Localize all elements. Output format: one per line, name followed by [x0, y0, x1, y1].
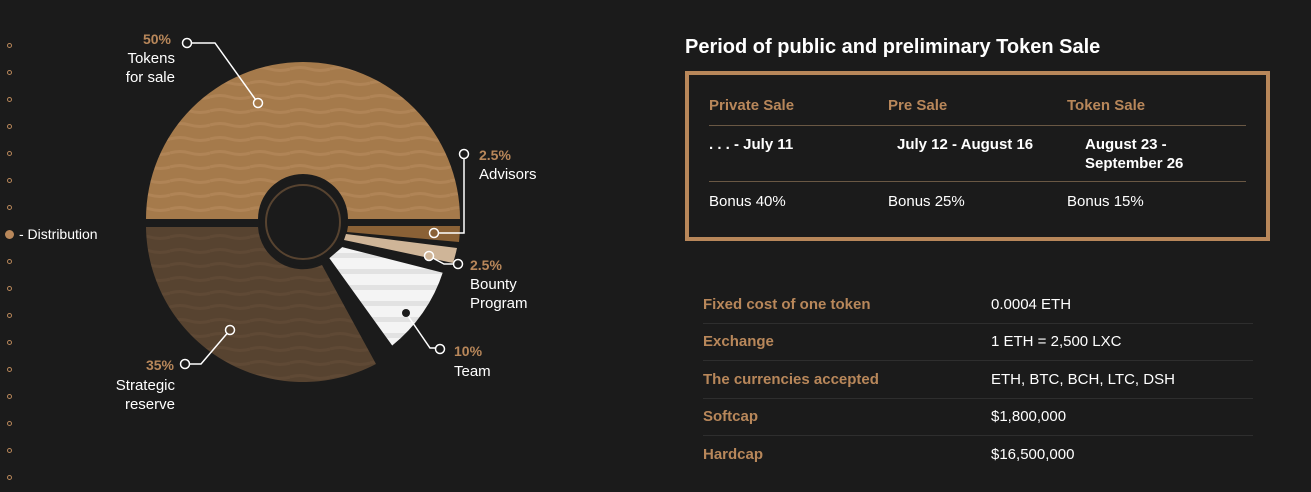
sale-column-pre: Pre Sale [888, 97, 948, 114]
sale-period-title: Period of public and preliminary Token S… [685, 36, 1101, 58]
sale-dates-token: August 23 - September 26 [1085, 136, 1184, 172]
slice-pct: 10% [454, 343, 483, 359]
label-team: 10% Team [402, 309, 491, 380]
section-dot[interactable] [7, 394, 12, 399]
slice-team [326, 244, 446, 349]
slice-label: reserve [125, 396, 175, 413]
sale-dates-private: . . . - July 11 [709, 136, 794, 153]
slice-pct: 50% [143, 31, 172, 47]
label-advisors: 2.5% Advisors [428, 147, 537, 239]
section-dot[interactable] [7, 313, 12, 318]
distribution-chart: 50% Tokens for sale 2.5% Advisors 2.5% B… [116, 31, 537, 413]
sale-bonus-token: Bonus 15% [1067, 193, 1144, 210]
info-value: $1,800,000 [991, 408, 1067, 426]
section-dot-nav [4, 0, 18, 492]
slice-label: Strategic [116, 377, 176, 394]
section-dot[interactable] [7, 124, 12, 129]
slice-pct: 2.5% [479, 147, 511, 163]
sale-bonus-row: Bonus 40% Bonus 25% Bonus 15% [709, 193, 1246, 210]
slice-label: Program [470, 295, 528, 312]
chart-center-ring [265, 184, 341, 260]
active-dot-icon [5, 229, 14, 239]
section-dot[interactable] [7, 151, 12, 156]
section-dot[interactable] [7, 475, 12, 480]
info-key: The currencies accepted [703, 370, 879, 388]
section-dot[interactable] [7, 205, 12, 210]
sale-dates-row: . . . - July 11 July 12 - August 16 Augu… [709, 135, 1246, 182]
section-dot[interactable] [7, 178, 12, 183]
info-key: Exchange [703, 333, 774, 351]
section-dot[interactable] [7, 70, 12, 75]
section-dot[interactable] [7, 421, 12, 426]
section-dot[interactable] [7, 367, 12, 372]
info-key: Softcap [703, 408, 759, 426]
sale-bonus-private: Bonus 40% [709, 193, 786, 210]
section-dot[interactable] [7, 97, 12, 102]
table-row: The currencies accepted ETH, BTC, BCH, L… [703, 361, 1253, 399]
label-strategic-reserve: 35% Strategic reserve [116, 324, 236, 413]
sale-column-token: Token Sale [1067, 97, 1146, 114]
info-key: Hardcap [703, 446, 764, 464]
section-dot[interactable] [7, 259, 12, 264]
slice-tokens-for-sale [146, 62, 460, 219]
slice-label: Bounty [470, 276, 517, 293]
section-dot[interactable] [7, 286, 12, 291]
chart-center [259, 178, 347, 266]
info-value: 1 ETH = 2,500 LXC [991, 333, 1122, 351]
token-info-table: Fixed cost of one token 0.0004 ETH Excha… [703, 286, 1253, 474]
slice-label: Team [454, 363, 491, 380]
nav-item-distribution[interactable]: - Distribution [5, 226, 98, 242]
slice-strategic-reserve [146, 227, 376, 383]
section-dot[interactable] [7, 448, 12, 453]
sale-column-private: Private Sale [709, 97, 795, 114]
table-row: Hardcap $16,500,000 [703, 436, 1253, 474]
section-dot[interactable] [7, 43, 12, 48]
sale-bonus-pre: Bonus 25% [888, 193, 965, 210]
slice-pct: 2.5% [470, 257, 502, 273]
info-value: $16,500,000 [991, 446, 1075, 464]
sale-period-table: Private Sale Pre Sale Token Sale . . . -… [685, 71, 1270, 241]
slice-label: for sale [126, 69, 175, 86]
label-bounty-program: 2.5% Bounty Program [423, 250, 528, 312]
slice-label: Advisors [479, 166, 537, 183]
table-row: Fixed cost of one token 0.0004 ETH [703, 286, 1253, 324]
sale-header-row: Private Sale Pre Sale Token Sale [709, 97, 1246, 126]
label-tokens-for-sale: 50% Tokens for sale [126, 31, 264, 109]
section-dot[interactable] [7, 340, 12, 345]
table-row: Exchange 1 ETH = 2,500 LXC [703, 324, 1253, 361]
sale-dates-pre: July 12 - August 16 [897, 136, 1034, 153]
slice-label: Tokens [127, 50, 175, 67]
slice-pct: 35% [146, 357, 175, 373]
table-row: Softcap $1,800,000 [703, 399, 1253, 436]
nav-item-label: - Distribution [19, 226, 98, 242]
info-value: ETH, BTC, BCH, LTC, DSH [991, 370, 1175, 388]
info-value: 0.0004 ETH [991, 295, 1072, 313]
info-key: Fixed cost of one token [703, 295, 871, 313]
